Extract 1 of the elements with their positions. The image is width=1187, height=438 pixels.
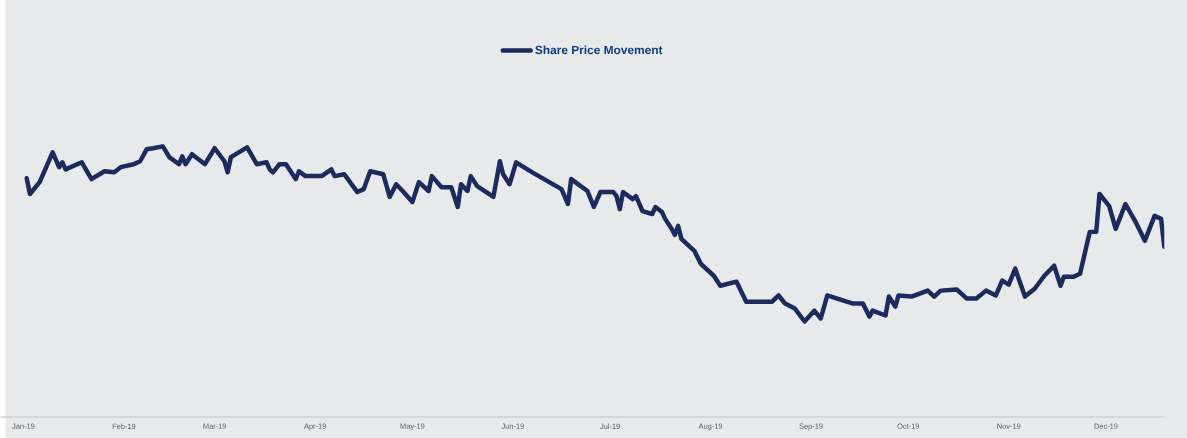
legend-label: Share Price Movement [535,45,663,55]
